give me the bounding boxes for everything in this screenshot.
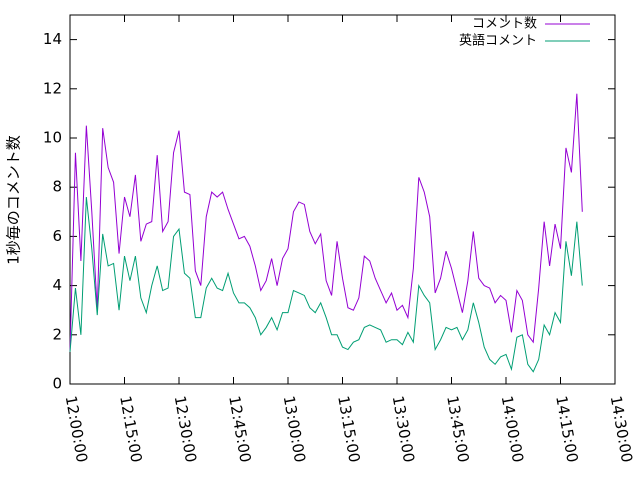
legend-label: コメント数 xyxy=(472,17,537,32)
y-tick-label: 12 xyxy=(43,79,62,97)
x-tick-label: 14:30:00 xyxy=(607,394,636,463)
x-tick-label: 13:45:00 xyxy=(443,394,472,463)
x-tick-label: 13:30:00 xyxy=(389,394,418,463)
x-tick-label: 14:15:00 xyxy=(552,394,581,463)
series-line xyxy=(69,93,583,353)
plot-frame xyxy=(69,14,616,385)
y-tick-label: 10 xyxy=(43,129,62,147)
x-tick-label: 12:15:00 xyxy=(116,394,145,463)
y-tick-label: 0 xyxy=(52,375,62,393)
legend-label: 英語コメント xyxy=(459,33,537,49)
y-tick-label: 4 xyxy=(52,276,62,294)
y-tick-label: 14 xyxy=(43,30,62,48)
x-tick-label: 12:00:00 xyxy=(62,394,91,463)
series-line xyxy=(69,196,583,373)
y-tick-label: 8 xyxy=(52,178,62,196)
x-tick-label: 13:00:00 xyxy=(280,394,309,463)
x-tick-label: 14:00:00 xyxy=(498,394,527,463)
x-tick-label: 12:30:00 xyxy=(171,394,200,463)
y-axis-label: 1秒毎のコメント数 xyxy=(5,135,23,265)
x-tick-label: 13:15:00 xyxy=(334,394,363,463)
y-tick-label: 2 xyxy=(52,325,62,343)
x-tick-label: 12:45:00 xyxy=(225,394,254,463)
y-tick-label: 6 xyxy=(52,227,62,245)
